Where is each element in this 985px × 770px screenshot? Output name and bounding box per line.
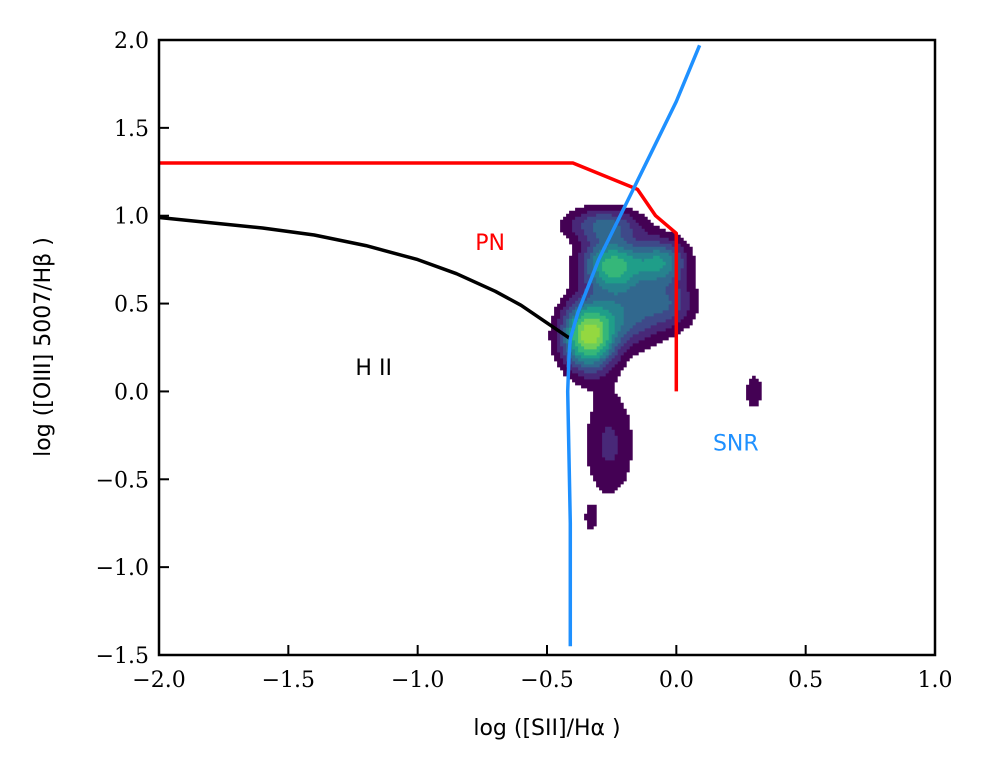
y-tick-label: −1.5 (96, 644, 149, 669)
x-tick-label: 1.0 (918, 668, 953, 693)
boundary-lines (159, 44, 702, 647)
y-tick-label: 0.0 (114, 380, 149, 405)
y-tick-label: 0.5 (114, 293, 149, 318)
density-contours (548, 204, 762, 530)
x-tick-label: 0.0 (659, 668, 694, 693)
x-tick-label: −0.5 (520, 668, 573, 693)
y-axis-ticks: −1.5 −1.0 −0.5 0.0 0.5 1.0 1.5 2.0 (96, 29, 169, 669)
boundary-line-1 (159, 215, 572, 341)
y-tick-label: 1.0 (114, 205, 149, 230)
x-axis-label: log ([SII]/Hα ) (473, 716, 620, 741)
annotation-snr: SNR (713, 431, 759, 456)
x-tick-label: 0.5 (788, 668, 823, 693)
y-tick-label: −1.0 (96, 556, 149, 581)
density-level-9 (581, 324, 600, 344)
x-axis-ticks: −2.0 −1.5 −1.0 −0.5 0.0 0.5 1.0 (132, 645, 953, 693)
annotation-pn: PN (475, 231, 505, 256)
y-axis-label: log ([OIII] 5007/Hβ ) (31, 237, 56, 457)
boundary-line-3 (565, 44, 702, 647)
boundary-line-2 (159, 161, 679, 392)
x-tick-label: −2.0 (132, 668, 185, 693)
y-tick-label: 1.5 (114, 117, 149, 142)
y-tick-label: 2.0 (114, 29, 149, 54)
plot-frame (157, 38, 937, 657)
x-tick-label: −1.0 (391, 668, 444, 693)
y-tick-label: −0.5 (96, 468, 149, 493)
region-annotations: PN H II SNR (355, 231, 758, 456)
x-tick-label: −1.5 (262, 668, 315, 693)
annotation-h-ii: H II (355, 356, 392, 381)
